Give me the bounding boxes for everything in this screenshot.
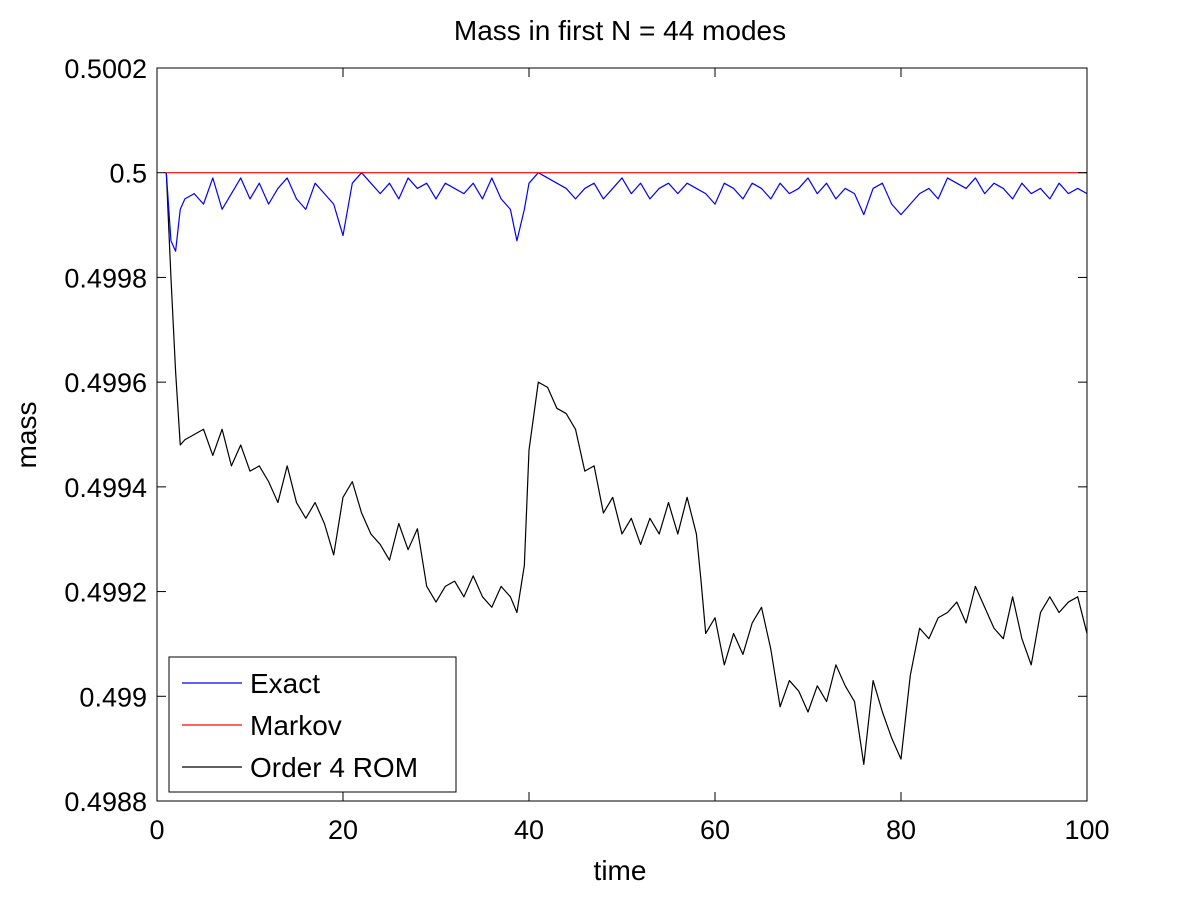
plot-frame bbox=[156, 67, 1088, 802]
x-tick-label: 0 bbox=[149, 815, 164, 845]
y-tick-label: 0.4992 bbox=[64, 578, 147, 608]
y-tick-label: 0.4998 bbox=[64, 263, 147, 293]
series-line-order-4-rom bbox=[165, 172, 1088, 765]
x-axis-label: time bbox=[594, 855, 647, 886]
y-tick-label: 0.4994 bbox=[64, 473, 147, 503]
series-layer bbox=[165, 172, 1088, 765]
chart-title: Mass in first N = 44 modes bbox=[454, 15, 786, 46]
x-tick-label: 20 bbox=[328, 815, 358, 845]
y-tick-label: 0.4988 bbox=[64, 787, 147, 817]
x-tick-label: 100 bbox=[1064, 815, 1109, 845]
x-tick-label: 40 bbox=[514, 815, 544, 845]
y-tick-label: 0.4996 bbox=[64, 368, 147, 398]
legend-label: Markov bbox=[250, 710, 342, 741]
y-axis: 0.4988 0.499 0.4992 0.4994 0.4996 0.4998 0.5 0.… bbox=[64, 54, 1087, 817]
series-line-exact bbox=[165, 172, 1088, 252]
x-tick-label: 80 bbox=[886, 815, 916, 845]
legend: Exact Markov Order 4 ROM bbox=[168, 656, 457, 793]
y-tick-label: 0.499 bbox=[79, 682, 147, 712]
x-tick-label: 60 bbox=[700, 815, 730, 845]
y-tick-label: 0.5002 bbox=[64, 54, 147, 84]
y-axis-label: mass bbox=[11, 402, 42, 469]
x-axis: 0 20 40 60 80 100 bbox=[149, 68, 1110, 845]
legend-label: Exact bbox=[250, 668, 320, 699]
legend-label: Order 4 ROM bbox=[250, 752, 418, 783]
y-tick-label: 0.5 bbox=[109, 159, 147, 189]
